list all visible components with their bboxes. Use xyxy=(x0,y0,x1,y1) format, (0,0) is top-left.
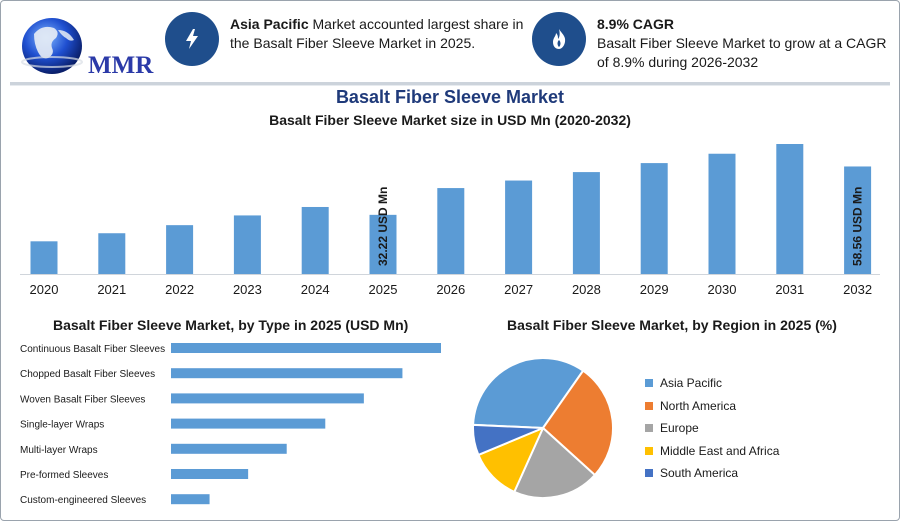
category-label: Woven Basalt Fiber Sleeves xyxy=(20,394,145,405)
bar-2025 xyxy=(369,214,397,274)
lightning-icon xyxy=(165,12,219,66)
logo-text: MMR xyxy=(88,52,154,79)
pie-slice-north-america xyxy=(541,369,614,477)
legend-label: Middle East and Africa xyxy=(660,443,780,458)
legend-swatch xyxy=(645,446,653,455)
legend-label: Europe xyxy=(660,421,699,436)
tick-label-2021: 2021 xyxy=(97,282,126,297)
legend-item: Asia Pacific xyxy=(645,372,779,395)
callout-cagr: 8.9% CAGR Basalt Fiber Sleeve Market to g… xyxy=(597,15,892,72)
bar-2032 xyxy=(844,166,872,274)
bar-2031 xyxy=(776,144,804,274)
category-label: Continuous Basalt Fiber Sleeves xyxy=(20,344,165,355)
callout-highlight: 8.9% CAGR xyxy=(597,16,675,32)
tick-label-2027: 2027 xyxy=(504,282,533,297)
header-divider xyxy=(10,82,890,86)
header: MMR Asia Pacific Market accounted larges… xyxy=(0,0,900,80)
pie-slice-south-america xyxy=(472,423,544,457)
category-label: Single-layer Wraps xyxy=(20,420,104,431)
tick-label-2024: 2024 xyxy=(301,282,330,297)
type-bar-chart: Continuous Basalt Fiber Sleeves Chopped B… xyxy=(20,343,441,506)
legend-item: Europe xyxy=(645,417,779,440)
bar-2027 xyxy=(505,180,533,274)
main-title: Basalt Fiber Sleeve Market xyxy=(335,87,565,107)
bar-2021 xyxy=(98,233,126,274)
type-bar xyxy=(171,418,326,429)
callout-asia-pacific: Asia Pacific Market accounted largest sh… xyxy=(230,15,525,53)
type-bar xyxy=(171,443,287,454)
bar-2024 xyxy=(301,206,329,274)
data-label-2032: 58.56 USD Mn xyxy=(851,187,865,266)
tick-label-2032: 2032 xyxy=(843,282,872,297)
tick-label-2031: 2031 xyxy=(775,282,804,297)
bar-chart-title: Basalt Fiber Sleeve Market size in USD M… xyxy=(269,112,631,128)
bar-2022 xyxy=(166,225,194,274)
bar-2020 xyxy=(30,241,58,274)
category-label: Custom-engineered Sleeves xyxy=(20,495,146,506)
pie-slice-europe xyxy=(512,426,597,498)
bar-2029 xyxy=(640,163,668,274)
callout-body: Market accounted largest share in the Ba… xyxy=(230,16,524,51)
bar-2028 xyxy=(572,172,600,274)
bar-2023 xyxy=(233,215,261,274)
tick-label-2026: 2026 xyxy=(436,282,465,297)
tick-label-2020: 2020 xyxy=(30,282,59,297)
bar-2026 xyxy=(437,188,465,274)
type-bar xyxy=(171,469,249,479)
region-legend: Asia Pacific North America Europe Middle Ea… xyxy=(645,372,779,485)
type-bar xyxy=(171,368,403,379)
category-label: Pre-formed Sleeves xyxy=(20,470,108,481)
tick-label-2030: 2030 xyxy=(708,282,737,297)
category-label: Multi-layer Wraps xyxy=(20,445,98,456)
tick-label-2029: 2029 xyxy=(640,282,669,297)
tick-label-2023: 2023 xyxy=(233,282,262,297)
type-bar xyxy=(171,393,364,404)
legend-item: Middle East and Africa xyxy=(645,440,779,463)
bar-2030 xyxy=(708,153,736,274)
legend-swatch xyxy=(645,379,653,388)
legend-swatch xyxy=(645,401,653,410)
tick-label-2022: 2022 xyxy=(165,282,194,297)
region-pie-chart xyxy=(472,358,614,498)
globe-icon xyxy=(21,18,83,74)
legend-item: North America xyxy=(645,395,779,418)
pie-slice-asia-pacific xyxy=(472,358,585,430)
tick-label-2028: 2028 xyxy=(572,282,601,297)
category-label: Chopped Basalt Fiber Sleeves xyxy=(20,369,155,380)
legend-swatch xyxy=(645,469,653,478)
mmr-logo: MMR xyxy=(18,8,153,79)
legend-label: Asia Pacific xyxy=(660,376,723,391)
data-label-2025: 32.22 USD Mn xyxy=(376,187,390,266)
callout-body: Basalt Fiber Sleeve Market to grow at a … xyxy=(597,35,887,70)
type-bar xyxy=(171,343,441,353)
type-bar xyxy=(171,494,210,505)
legend-label: South America xyxy=(660,466,739,481)
legend-label: North America xyxy=(660,398,737,413)
legend-item: South America xyxy=(645,462,779,485)
region-chart-title: Basalt Fiber Sleeve Market, by Region in… xyxy=(507,317,837,333)
market-size-bar-chart: 2020 2021 2022 2023 2024 2025 32.22 USD Mn 2026… xyxy=(20,144,880,297)
tick-label-2025: 2025 xyxy=(369,282,398,297)
type-chart-title: Basalt Fiber Sleeve Market, by Type in 2… xyxy=(53,317,409,333)
callout-highlight: Asia Pacific xyxy=(230,16,309,32)
legend-swatch xyxy=(645,424,653,433)
flame-icon xyxy=(532,12,586,66)
